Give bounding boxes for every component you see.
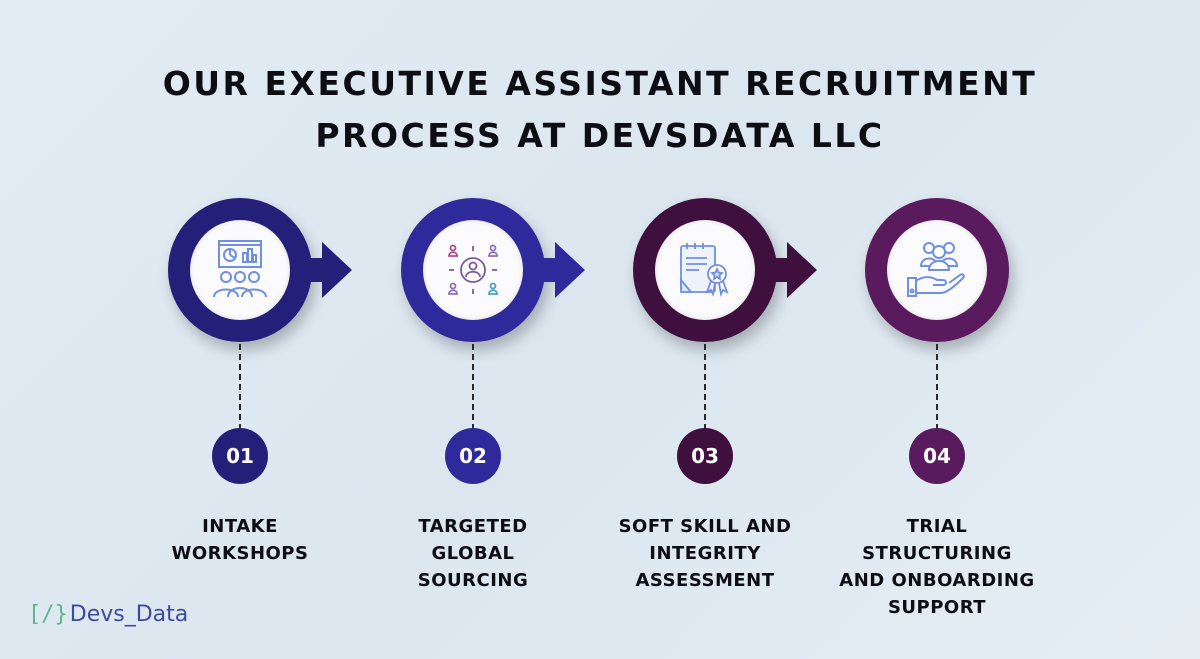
step-ring: [865, 198, 1009, 342]
dashed-connector: [472, 344, 474, 430]
network-people-icon: [448, 244, 498, 295]
step-ring: [168, 198, 312, 342]
step-number-badge: 02: [445, 428, 501, 484]
logo-bracket-icon: [/}: [28, 602, 68, 627]
dashed-connector: [936, 344, 938, 430]
step-label: TARGETED GLOBAL SOURCING: [417, 516, 529, 591]
step-icon-container: [423, 220, 523, 320]
process-step-3: 03 SOFT SKILL AND INTEGRITY ASSESSMENT: [619, 198, 873, 618]
process-step-4: 04 TRIAL STRUCTURING AND ONBOARDING SUPP…: [839, 198, 1105, 618]
dashed-connector: [704, 344, 706, 430]
step-ring: [401, 198, 545, 342]
step-icon-container: [887, 220, 987, 320]
logo-text: Devs_Data: [69, 602, 189, 627]
dashed-connector: [239, 344, 241, 430]
step-label: TRIAL STRUCTURING AND ONBOARDING SUPPORT: [839, 516, 1035, 618]
page-title: OUR EXECUTIVE ASSISTANT RECRUITMENT PROC…: [0, 58, 1200, 162]
presentation-audience-icon: [213, 240, 267, 298]
arrow-right-icon: [761, 242, 817, 298]
title-line-2: PROCESS AT DEVSDATA LLC: [315, 116, 885, 155]
arrow-right-icon: [529, 242, 585, 298]
step-number-badge: 01: [212, 428, 268, 484]
devsdata-logo: [/} Devs_Data: [28, 602, 188, 627]
step-ring: [633, 198, 777, 342]
title-line-1: OUR EXECUTIVE ASSISTANT RECRUITMENT: [162, 64, 1038, 103]
step-number-badge: 04: [909, 428, 965, 484]
process-step-1: 01 INTAKE WORKSHOPS: [168, 198, 408, 618]
step-icon-container: [655, 220, 755, 320]
step-icon-container: [190, 220, 290, 320]
arrow-right-icon: [296, 242, 352, 298]
hand-support-group-icon: [907, 242, 965, 297]
step-label: SOFT SKILL AND INTEGRITY ASSESSMENT: [618, 516, 792, 591]
step-label: INTAKE WORKSHOPS: [171, 516, 309, 564]
certificate-award-icon: [680, 243, 729, 297]
process-step-2: 02 TARGETED GLOBAL SOURCING: [401, 198, 641, 618]
step-number-badge: 03: [677, 428, 733, 484]
